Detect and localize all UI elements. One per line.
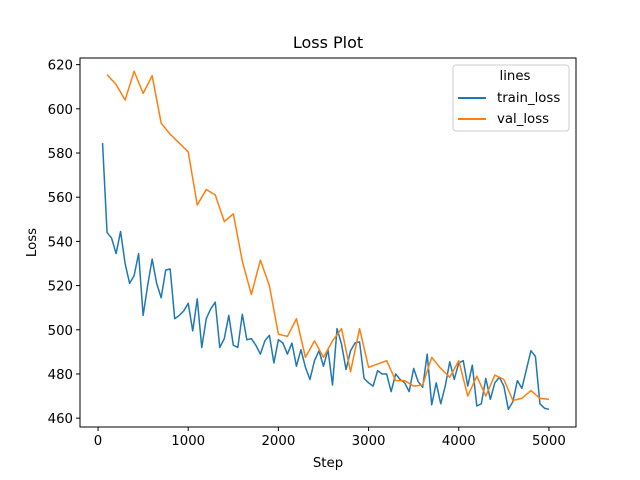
y-tick-label: 580 — [48, 147, 73, 162]
y-tick-label: 520 — [48, 280, 73, 295]
x-tick-label: 1000 — [171, 434, 205, 449]
x-tick-label: 2000 — [261, 434, 295, 449]
legend-label-train-loss: train_loss — [497, 91, 560, 106]
y-tick-label: 620 — [48, 59, 73, 74]
x-tick-label: 3000 — [352, 434, 386, 449]
y-tick-label: 480 — [48, 368, 73, 383]
x-tick-label: 4000 — [442, 434, 476, 449]
legend: lines train_loss val_loss — [452, 64, 570, 132]
legend-box — [452, 64, 570, 132]
y-tick-label: 500 — [48, 324, 73, 339]
x-axis-label: Step — [313, 456, 343, 471]
chart-title: Loss Plot — [293, 33, 363, 52]
series-line-train-loss — [101, 143, 550, 411]
legend-title: lines — [500, 69, 531, 84]
axes-frame — [79, 57, 577, 428]
x-tick-label: 5000 — [532, 434, 566, 449]
y-tick-label: 600 — [48, 103, 73, 118]
y-tick-label: 560 — [48, 191, 73, 206]
legend-label-val-loss: val_loss — [497, 112, 549, 127]
y-axis-label: Loss — [25, 228, 40, 257]
series-line-val-loss — [106, 70, 550, 402]
x-tick-label: 0 — [94, 434, 102, 449]
y-tick-label: 540 — [48, 235, 73, 250]
y-tick-label: 460 — [48, 412, 73, 427]
